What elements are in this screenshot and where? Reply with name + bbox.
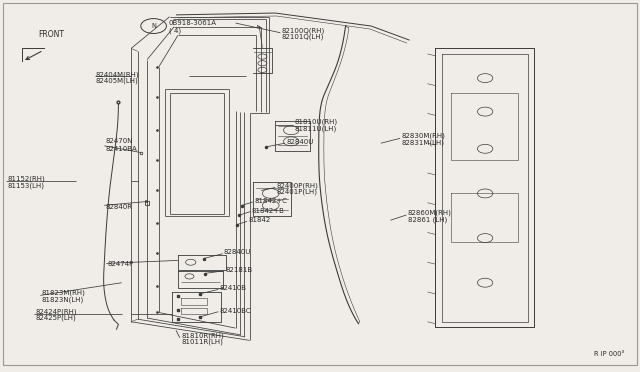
Text: 82404M(RH): 82404M(RH)	[96, 71, 140, 78]
Text: 82401P(LH): 82401P(LH)	[276, 189, 317, 195]
Text: 81810R(RH): 81810R(RH)	[181, 332, 224, 339]
Text: 82840U: 82840U	[286, 139, 314, 145]
Text: N: N	[151, 23, 156, 29]
Text: 81153(LH): 81153(LH)	[8, 182, 45, 189]
Text: FRONT: FRONT	[38, 30, 65, 39]
Text: 82840R: 82840R	[106, 204, 132, 210]
Text: 81842+C: 81842+C	[254, 198, 287, 204]
Text: 82861 (LH): 82861 (LH)	[408, 216, 447, 223]
Text: 82410B: 82410B	[220, 285, 246, 291]
Text: 82424P(RH): 82424P(RH)	[35, 308, 77, 315]
Text: 82100Q(RH): 82100Q(RH)	[282, 27, 325, 34]
Text: 81811U(LH): 81811U(LH)	[294, 125, 337, 132]
Text: 82840U: 82840U	[224, 249, 252, 255]
Text: 82405M(LH): 82405M(LH)	[96, 78, 139, 84]
Text: 82425P(LH): 82425P(LH)	[35, 315, 76, 321]
Text: 81842+B: 81842+B	[252, 208, 284, 214]
Text: 81842: 81842	[248, 217, 271, 223]
Text: 82400P(RH): 82400P(RH)	[276, 182, 318, 189]
Text: 0B918-3061A: 0B918-3061A	[169, 20, 217, 26]
Text: 82830M(RH): 82830M(RH)	[401, 132, 445, 139]
Text: 82831M(LH): 82831M(LH)	[401, 139, 444, 146]
Text: 82410BC: 82410BC	[220, 308, 251, 314]
Text: R IP 000³: R IP 000³	[594, 351, 624, 357]
Text: 81823M(RH): 81823M(RH)	[42, 290, 86, 296]
Text: 81823N(LH): 81823N(LH)	[42, 296, 84, 303]
Text: 82410BA: 82410BA	[106, 146, 138, 152]
Text: 81152(RH): 81152(RH)	[8, 175, 45, 182]
Text: 82470N: 82470N	[106, 138, 133, 144]
Text: ( 4): ( 4)	[169, 27, 181, 34]
Text: 82181B: 82181B	[225, 267, 252, 273]
Text: 81810U(RH): 81810U(RH)	[294, 119, 337, 125]
Text: 82101Q(LH): 82101Q(LH)	[282, 34, 324, 41]
Text: 82860M(RH): 82860M(RH)	[408, 209, 452, 216]
Text: 82474P: 82474P	[108, 261, 134, 267]
Text: 81011R(LH): 81011R(LH)	[181, 339, 223, 346]
